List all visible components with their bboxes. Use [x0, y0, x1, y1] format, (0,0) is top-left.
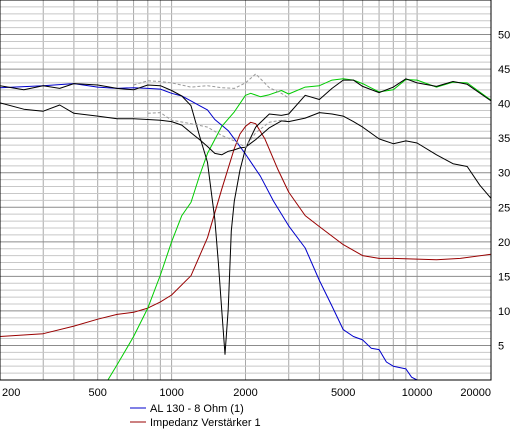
x-tick-label: 2000 [233, 387, 257, 399]
x-tick-label: 1000 [159, 387, 183, 399]
legend-label-al130: AL 130 - 8 Ohm (1) [150, 403, 244, 415]
y-tick-label: 20 [498, 237, 510, 249]
y-tick-label: 10 [498, 306, 510, 318]
series-line-5 [133, 73, 289, 99]
y-tick-label: 15 [498, 271, 510, 283]
x-tick-label: 10000 [402, 387, 433, 399]
series-layer [0, 73, 492, 381]
series-line-0 [0, 83, 491, 381]
y-tick-label: 5 [498, 340, 504, 352]
grid-lines [0, 0, 492, 380]
y-tick-label: 40 [498, 99, 510, 111]
x-tick-label: 200 [2, 387, 20, 399]
series-line-6 [147, 112, 289, 148]
x-axis-ticks: 200 500 1000 2000 5000 10000 20000 [2, 387, 491, 399]
y-tick-label: 30 [498, 168, 510, 180]
y-axis-ticks: 5 10 15 20 25 30 35 40 45 50 [498, 30, 510, 353]
series-line-3 [0, 78, 492, 355]
y-tick-label: 35 [498, 133, 510, 145]
series-line-4 [0, 102, 492, 199]
legend: AL 130 - 8 Ohm (1) Impedanz Verstärker 1 [130, 403, 261, 429]
x-tick-label: 500 [89, 387, 107, 399]
y-tick-label: 45 [498, 64, 510, 76]
x-tick-label: 5000 [331, 387, 355, 399]
y-tick-label: 50 [498, 30, 510, 42]
x-tick-label: 20000 [460, 387, 491, 399]
series-line-2 [0, 78, 492, 381]
plot-frame [0, 0, 492, 381]
legend-label-impedanz: Impedanz Verstärker 1 [150, 417, 261, 429]
series-line-1 [0, 121, 492, 337]
y-tick-label: 25 [498, 202, 510, 214]
